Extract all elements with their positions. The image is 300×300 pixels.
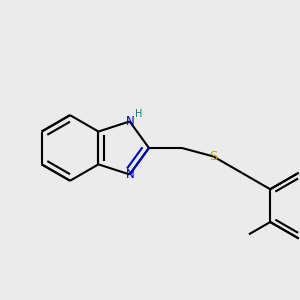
Text: N: N — [126, 115, 135, 128]
Text: H: H — [135, 109, 142, 119]
Text: S: S — [209, 150, 218, 163]
Text: N: N — [126, 168, 135, 181]
